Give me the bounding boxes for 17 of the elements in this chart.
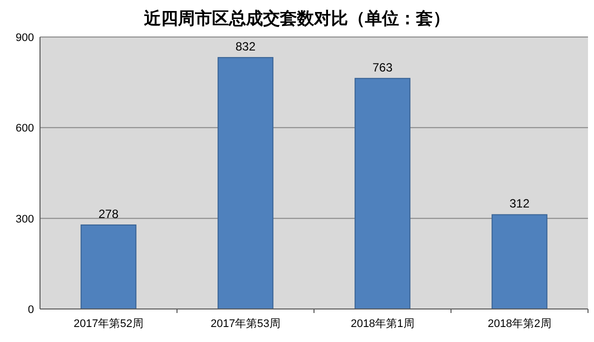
data-label: 763: [372, 60, 393, 74]
data-label: 832: [235, 40, 256, 54]
chart-title: 近四周市区总成交套数对比（单位：套）: [143, 9, 450, 28]
data-label: 312: [509, 196, 530, 211]
bar: [492, 214, 548, 310]
bar: [218, 57, 274, 310]
bar: [354, 78, 410, 310]
x-tick-label: 2018年第1周: [350, 318, 414, 330]
x-tick-label: 2017年第53周: [210, 318, 280, 330]
data-label: 278: [98, 206, 119, 221]
x-tick-label: 2018年第2周: [488, 318, 552, 330]
bar: [80, 224, 136, 310]
y-tick-label: 600: [16, 122, 34, 135]
y-tick-label: 900: [16, 32, 34, 44]
y-tick-label: 300: [16, 213, 34, 226]
x-tick-label: 2017年第52周: [74, 318, 144, 330]
y-tick-label: 0: [28, 304, 34, 316]
